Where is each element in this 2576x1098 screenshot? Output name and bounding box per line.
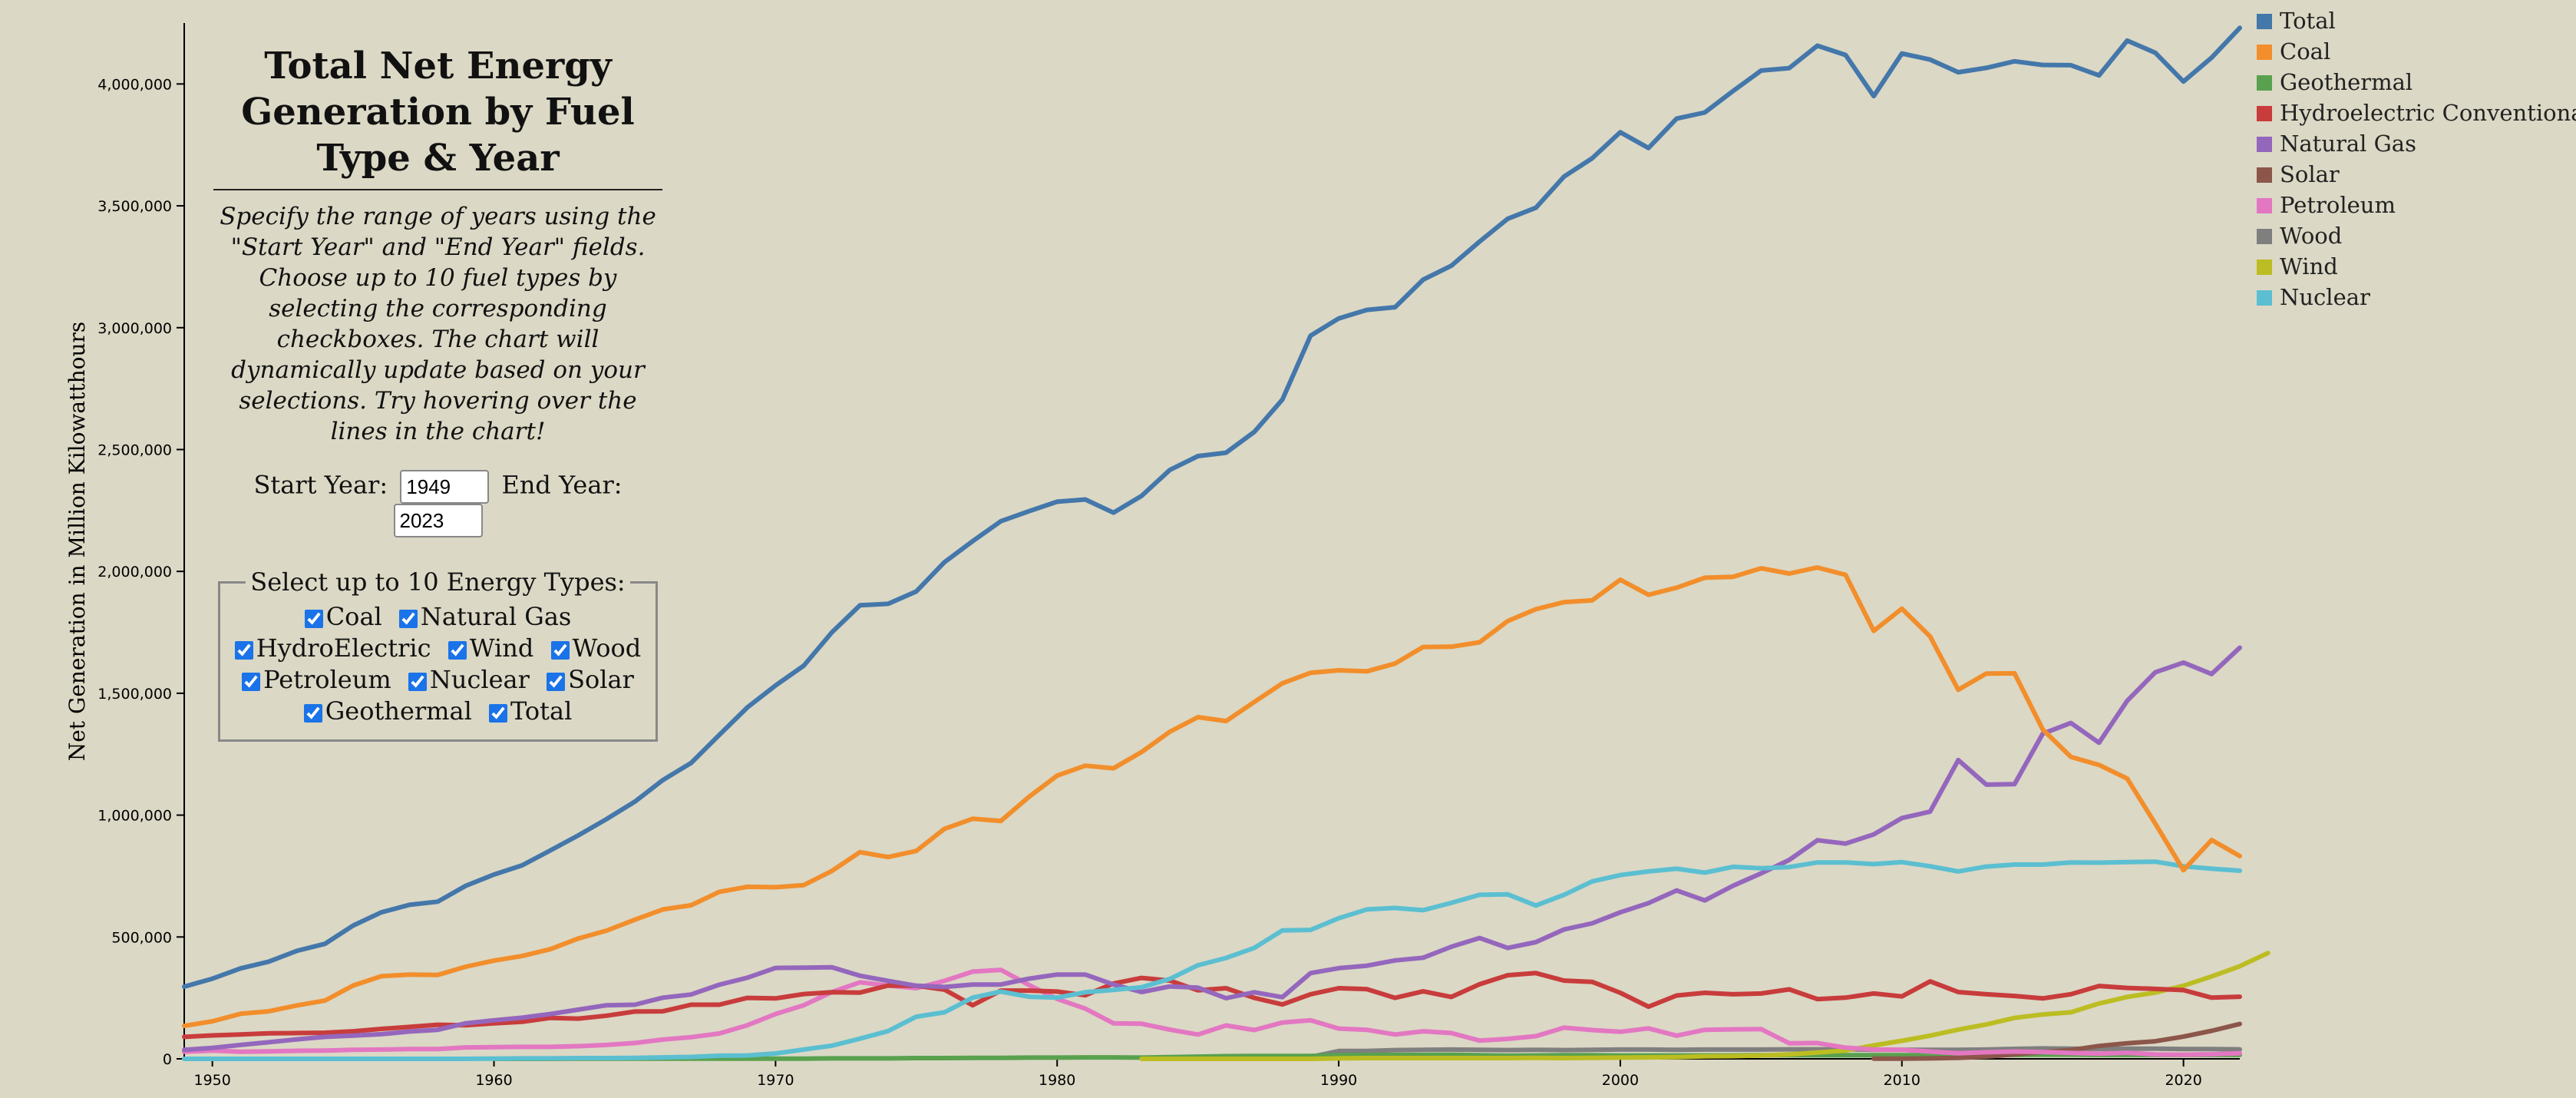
start-year-input[interactable] bbox=[400, 470, 490, 504]
checkbox-nuclear[interactable]: Nuclear bbox=[408, 665, 530, 694]
legend-swatch-wood bbox=[2257, 229, 2272, 244]
checkbox-input[interactable] bbox=[234, 640, 253, 660]
checkbox-input[interactable] bbox=[447, 640, 467, 660]
page-title: Total Net Energy Generation by Fuel Type… bbox=[213, 43, 662, 190]
series-line-hydroelectric-conventional[interactable] bbox=[182, 971, 2242, 1040]
legend-swatch-hydroelectric-conventional bbox=[2257, 106, 2272, 121]
legend-swatch-geothermal bbox=[2257, 75, 2272, 91]
checkbox-hydroelectric[interactable]: HydroElectric bbox=[234, 633, 431, 663]
legend-label: Coal bbox=[2280, 38, 2330, 64]
legend-label: Natural Gas bbox=[2280, 131, 2416, 157]
checkbox-input[interactable] bbox=[550, 640, 570, 660]
x-tick-label: 2020 bbox=[2165, 1072, 2201, 1089]
checkbox-geothermal[interactable]: Geothermal bbox=[303, 696, 472, 726]
x-axis: 1950 1960 1970 1980 1990 2000 2010 2020 bbox=[184, 1058, 2240, 1089]
y-axis: 0 500,000 1,000,000 1,500,000 2,000,000 2,500… bbox=[97, 23, 185, 1068]
checkbox-label: Geothermal bbox=[325, 696, 472, 726]
series-line-wind[interactable] bbox=[1139, 951, 2271, 1061]
legend-label: Total bbox=[2280, 8, 2336, 34]
x-tick-label: 1950 bbox=[194, 1072, 231, 1089]
legend-label: Solar bbox=[2280, 161, 2340, 187]
energy-type-checkboxes: Coal Natural Gas HydroElectric Wind Wood… bbox=[228, 601, 648, 727]
checkbox-input[interactable] bbox=[547, 672, 566, 691]
checkbox-input[interactable] bbox=[304, 609, 323, 628]
checkbox-label: Total bbox=[510, 696, 573, 726]
checkbox-label: Natural Gas bbox=[420, 602, 572, 631]
checkbox-label: Nuclear bbox=[429, 665, 530, 694]
checkbox-coal[interactable]: Coal bbox=[304, 602, 382, 631]
checkbox-solar[interactable]: Solar bbox=[547, 665, 634, 694]
series-line-petroleum[interactable] bbox=[182, 967, 2242, 1057]
y-tick-label: 2,000,000 bbox=[97, 564, 172, 580]
checkbox-label: Solar bbox=[568, 665, 634, 694]
series-lines[interactable] bbox=[182, 25, 2271, 1061]
y-tick-label: 1,500,000 bbox=[97, 686, 172, 703]
x-tick-label: 1980 bbox=[1039, 1072, 1075, 1089]
legend-swatch-total bbox=[2257, 14, 2272, 29]
energy-type-legend: Select up to 10 Energy Types: bbox=[250, 567, 626, 597]
y-tick-label: 1,000,000 bbox=[97, 808, 172, 825]
chart-legend: Total Coal Geothermal Hydroelectric Convent… bbox=[2257, 8, 2576, 310]
legend-label: Wood bbox=[2280, 223, 2342, 249]
checkbox-label: HydroElectric bbox=[256, 633, 431, 663]
legend-swatch-petroleum bbox=[2257, 198, 2272, 213]
checkbox-input[interactable] bbox=[242, 672, 261, 691]
legend-label: Nuclear bbox=[2280, 284, 2370, 310]
y-tick-label: 0 bbox=[163, 1051, 172, 1068]
x-tick-label: 1970 bbox=[757, 1072, 794, 1089]
checkbox-petroleum[interactable]: Petroleum bbox=[242, 665, 391, 694]
checkbox-input[interactable] bbox=[408, 672, 427, 691]
legend-swatch-coal bbox=[2257, 45, 2272, 60]
legend-swatch-natural-gas bbox=[2257, 137, 2272, 152]
year-range-controls: Start Year: End Year: bbox=[213, 470, 662, 537]
y-tick-label: 2,500,000 bbox=[97, 442, 172, 458]
x-tick-label: 2000 bbox=[1602, 1072, 1639, 1089]
instructions-text: Specify the range of years using the "St… bbox=[220, 203, 656, 445]
checkbox-label: Wind bbox=[469, 633, 534, 663]
checkbox-label: Petroleum bbox=[263, 665, 391, 694]
checkbox-label: Wood bbox=[572, 633, 642, 663]
y-axis-label: Net Generation in Million Kilowatthours bbox=[64, 322, 90, 762]
checkbox-wind[interactable]: Wind bbox=[447, 633, 534, 663]
x-tick-label: 2010 bbox=[1884, 1072, 1920, 1089]
legend-label: Hydroelectric Conventional bbox=[2280, 100, 2576, 126]
series-line-nuclear[interactable] bbox=[182, 859, 2242, 1061]
legend-label: Geothermal bbox=[2280, 69, 2413, 95]
control-panel: Total Net Energy Generation by Fuel Type… bbox=[213, 43, 662, 742]
checkbox-input[interactable] bbox=[303, 703, 322, 723]
checkbox-total[interactable]: Total bbox=[489, 696, 572, 726]
series-line-coal[interactable] bbox=[182, 565, 2242, 1029]
x-tick-label: 1960 bbox=[475, 1072, 512, 1089]
y-tick-label: 3,500,000 bbox=[97, 198, 172, 215]
checkbox-wood[interactable]: Wood bbox=[550, 633, 642, 663]
end-year-label: End Year: bbox=[501, 470, 623, 500]
series-line-total[interactable] bbox=[182, 25, 2242, 989]
legend-swatch-wind bbox=[2257, 260, 2272, 275]
energy-type-fieldset: Select up to 10 Energy Types: Coal Natur… bbox=[218, 567, 658, 742]
legend-label: Wind bbox=[2280, 253, 2338, 279]
start-year-label: Start Year: bbox=[253, 470, 388, 500]
legend-swatch-nuclear bbox=[2257, 290, 2272, 306]
series-line-natural-gas[interactable] bbox=[182, 645, 2242, 1053]
legend-label: Petroleum bbox=[2280, 192, 2396, 218]
end-year-input[interactable] bbox=[393, 504, 483, 537]
checkbox-label: Coal bbox=[325, 602, 382, 631]
checkbox-natural-gas[interactable]: Natural Gas bbox=[398, 602, 572, 631]
legend-swatch-solar bbox=[2257, 167, 2272, 183]
x-tick-label: 1990 bbox=[1320, 1072, 1357, 1089]
y-tick-label: 4,000,000 bbox=[97, 76, 172, 93]
y-tick-label: 3,000,000 bbox=[97, 320, 172, 337]
checkbox-input[interactable] bbox=[489, 703, 507, 723]
y-tick-label: 500,000 bbox=[111, 929, 172, 946]
checkbox-input[interactable] bbox=[398, 609, 418, 628]
